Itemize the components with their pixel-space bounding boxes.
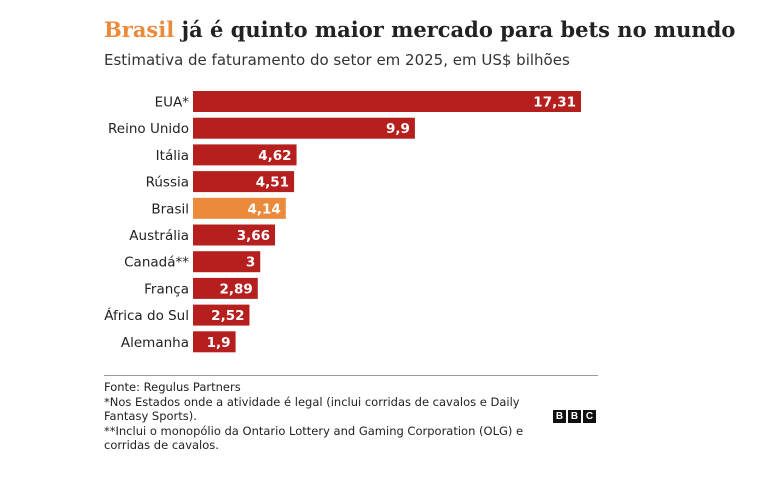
category-label-africa-do-sul: África do Sul — [104, 307, 189, 324]
bar-australia — [193, 224, 276, 246]
bar-eua — [193, 91, 581, 112]
value-label-reino-unido: 9,9 — [386, 121, 410, 137]
bar-africa-do-sul — [193, 304, 250, 326]
value-label-canada: 3 — [246, 255, 255, 271]
category-label-reino-unido: Reino Unido — [108, 121, 189, 137]
value-label-italia: 4,62 — [258, 148, 291, 164]
bar-alemanha — [193, 331, 236, 353]
value-label-australia: 3,66 — [237, 228, 270, 244]
value-label-russia: 4,51 — [256, 175, 289, 191]
value-label-franca: 2,89 — [219, 281, 252, 297]
category-label-canada: Canadá** — [124, 255, 189, 271]
bar-italia — [193, 144, 297, 166]
category-label-brasil: Brasil — [151, 201, 189, 217]
logo-letter-c: C — [583, 410, 596, 423]
bar-franca — [193, 277, 258, 299]
footnote-1: *Nos Estados onde a atividade é legal (i… — [104, 394, 520, 424]
category-label-italia: Itália — [156, 148, 189, 164]
title-highlight: Brasil — [104, 17, 175, 42]
category-label-eua: EUA* — [155, 95, 190, 111]
bar-canada — [193, 251, 261, 273]
chart-title: Brasil já é quinto maior mercado para be… — [104, 17, 735, 42]
footer-notes: Fonte: Regulus Partners *Nos Estados ond… — [104, 380, 544, 453]
category-label-alemanha: Alemanha — [121, 335, 189, 351]
title-rest: já é quinto maior mercado para bets no m… — [174, 17, 736, 42]
value-label-africa-do-sul: 2,52 — [211, 308, 244, 324]
logo-letter-b2: B — [568, 410, 581, 423]
bar-brasil — [193, 197, 286, 219]
category-label-australia: Austrália — [129, 228, 189, 244]
bar-reino-unido — [193, 117, 415, 139]
value-label-brasil: 4,14 — [247, 201, 280, 217]
bbc-logo: B B C — [553, 410, 596, 423]
bar-chart: EUA* 17,31 Reino Unido 9,9 Itália 4,62 Rússia 4… — [104, 91, 581, 353]
value-label-eua: 17,31 — [533, 95, 576, 111]
value-label-alemanha: 1,9 — [207, 335, 231, 351]
logo-letter-b1: B — [553, 410, 566, 423]
chart-subtitle: Estimativa de faturamento do setor em 20… — [104, 51, 570, 69]
source-note: Fonte: Regulus Partners — [104, 380, 241, 394]
footnote-2: **Inclui o monopólio da Ontario Lottery … — [104, 423, 524, 453]
bar-russia — [193, 171, 295, 193]
category-label-russia: Rússia — [146, 175, 189, 191]
category-label-franca: França — [144, 281, 189, 297]
footer-divider — [104, 375, 598, 376]
